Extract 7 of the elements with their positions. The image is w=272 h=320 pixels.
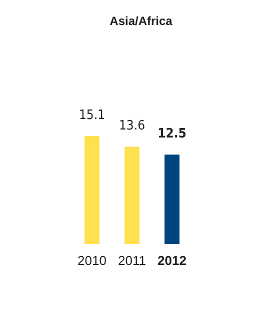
x-tick-label: 2012: [158, 253, 186, 268]
data-label: 15.1: [78, 108, 106, 123]
chart-title: Asia/Africa: [110, 14, 173, 28]
data-label: 13.6: [118, 118, 146, 134]
x-tick-label: 2010: [78, 253, 106, 268]
data-label: 12.5: [158, 126, 186, 142]
x-tick-label: 2011: [118, 253, 146, 268]
